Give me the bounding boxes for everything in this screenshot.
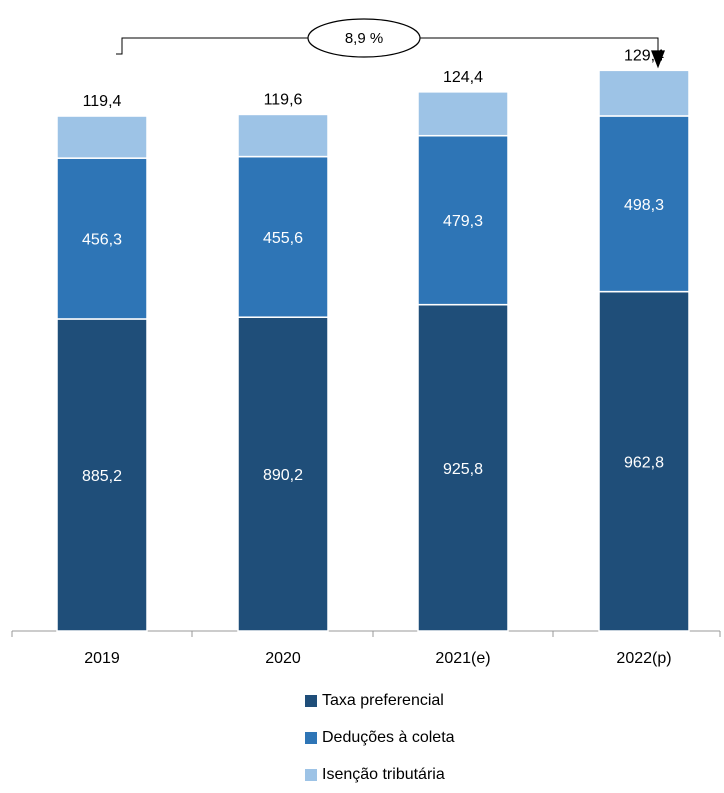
data-label: 119,6: [264, 91, 303, 108]
legend-item-isencao-tributaria: Isenção tributária: [305, 756, 455, 793]
bars: 885,2 456,3 119,4 890,2 455,6 119,6 925,8 479,3…: [56, 47, 690, 632]
bar-segment: [56, 157, 148, 320]
annotation-connector-right: [416, 37, 659, 53]
legend-swatch: [305, 731, 317, 744]
legend-label: Isenção tributária: [322, 765, 445, 783]
bar-segment: [598, 290, 690, 632]
data-label: 925,8: [443, 461, 483, 478]
data-label: 962,8: [624, 454, 664, 471]
data-label: 455,6: [263, 230, 303, 247]
data-label: 456,3: [82, 232, 122, 249]
legend-item-deducoes-a-coleta: Deduções à coleta: [305, 719, 455, 756]
bar-segment: [56, 115, 148, 159]
growth-annotation: 8,9 %: [116, 18, 665, 69]
bar-segment: [417, 91, 509, 137]
x-tick-label: 2019: [84, 650, 120, 667]
annotation-text: 8,9 %: [345, 30, 383, 47]
bar-segment: [598, 115, 690, 293]
data-label: 890,2: [263, 467, 303, 484]
data-label: 119,4: [83, 93, 122, 110]
stacked-bar-chart: 2019 2020 2021(e) 2022(p) 885,2 456,3 119,4 89…: [11, 18, 721, 667]
x-axis: 2019 2020 2021(e) 2022(p): [11, 630, 721, 667]
legend-item-taxa-preferencial: Taxa preferencial: [305, 682, 455, 719]
x-tick-label: 2021(e): [435, 650, 490, 667]
legend-label: Deduções à coleta: [322, 728, 455, 746]
bar-segment: [56, 318, 148, 632]
data-label: 124,4: [443, 69, 483, 86]
bar-segment: [417, 134, 509, 306]
bar-segment: [598, 69, 690, 117]
legend-label: Taxa preferencial: [322, 691, 444, 709]
legend-swatch: [305, 768, 317, 781]
bar-segment: [237, 316, 329, 632]
annotation-connector-left: [116, 37, 312, 55]
data-label: 479,3: [443, 213, 483, 230]
data-label: 498,3: [624, 197, 664, 214]
annotation-ellipse: [307, 18, 421, 58]
x-tick-label: 2022(p): [616, 650, 671, 667]
annotation-arrowhead: [651, 50, 665, 69]
bar-segment: [417, 303, 509, 632]
legend-swatch: [305, 694, 317, 707]
bar-segment: [237, 113, 329, 158]
x-tick-label: 2020: [265, 650, 301, 667]
data-label: 885,2: [82, 468, 122, 485]
legend: Taxa preferencial Deduções à coleta Isen…: [305, 682, 455, 793]
